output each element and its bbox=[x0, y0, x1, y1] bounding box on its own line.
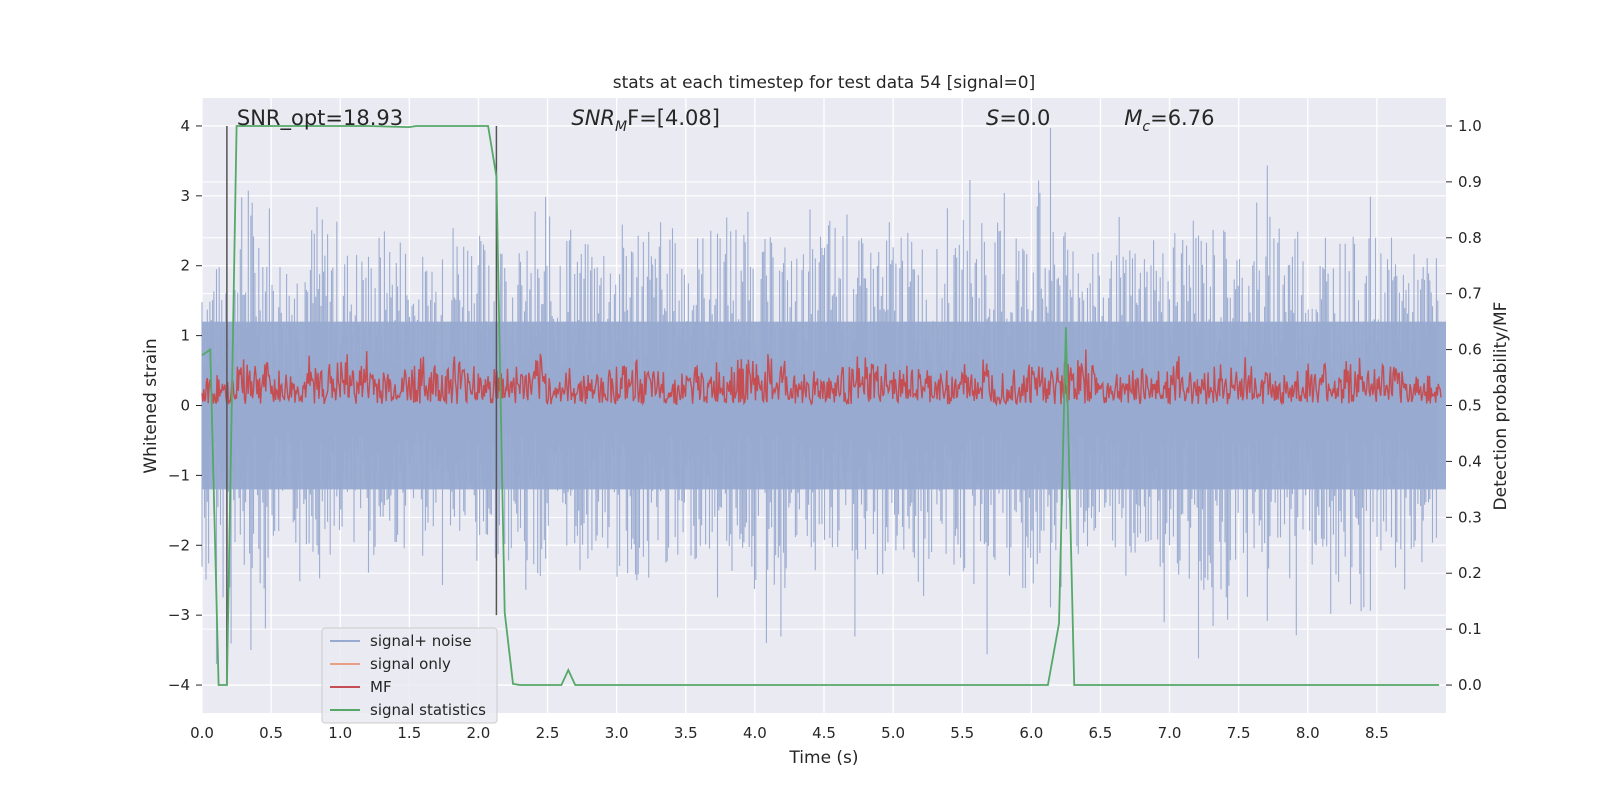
x-tick-label: 1.0 bbox=[328, 724, 352, 742]
legend: signal+ noise signal only MF signal stat… bbox=[321, 627, 498, 724]
y2-tick-label: 0.1 bbox=[1458, 620, 1482, 638]
legend-label-mf: MF bbox=[370, 678, 392, 696]
y-tick-label: 2 bbox=[180, 257, 190, 275]
annotation-text: SNR_opt=18.93 bbox=[237, 106, 403, 131]
y2-tick-label: 0.4 bbox=[1458, 452, 1482, 470]
y-tick-label: −4 bbox=[168, 676, 190, 694]
legend-label-signal-noise: signal+ noise bbox=[370, 632, 472, 650]
x-tick-label: 7.5 bbox=[1227, 724, 1251, 742]
y-tick-label: −3 bbox=[168, 606, 190, 624]
y-tick-label: 1 bbox=[180, 327, 190, 345]
y2-tick-label: 0.8 bbox=[1458, 229, 1482, 247]
chart-title: stats at each timestep for test data 54 … bbox=[613, 73, 1036, 93]
legend-label-signal-statistics: signal statistics bbox=[370, 701, 486, 719]
y2-tick-label: 0.2 bbox=[1458, 564, 1482, 582]
y2-tick-label: 1.0 bbox=[1458, 117, 1482, 135]
y-tick-label: −1 bbox=[168, 466, 190, 484]
signal-statistics-line bbox=[201, 125, 1440, 686]
y2-axis-ticks: 0.0 0.1 0.2 0.3 0.4 0.5 0.6 0.7 0.8 0.9 1.0 bbox=[1446, 117, 1482, 694]
annotations: SNR_opt=18.93 SNRMF=[4.08] S=0.0 Mc=6.76 bbox=[237, 106, 1215, 135]
y2-tick-label: 0.9 bbox=[1458, 173, 1482, 191]
x-tick-label: 0.0 bbox=[190, 724, 214, 742]
x-axis-ticks: 0.0 0.5 1.0 1.5 2.0 2.5 3.0 3.5 4.0 4.5 5.0 5.5 6.0 6… bbox=[190, 724, 1389, 742]
x-tick-label: 5.0 bbox=[881, 724, 905, 742]
legend-label-signal-only: signal only bbox=[370, 655, 451, 673]
annotation-text: Mc=6.76 bbox=[1124, 106, 1214, 135]
x-tick-label: 0.5 bbox=[259, 724, 283, 742]
x-tick-label: 2.5 bbox=[536, 724, 560, 742]
noise-series bbox=[201, 128, 1446, 664]
noise-trace bbox=[201, 128, 1439, 664]
signal-statistics-series bbox=[201, 125, 1440, 686]
y2-tick-label: 0.0 bbox=[1458, 676, 1482, 694]
mf-line bbox=[201, 349, 1442, 407]
x-tick-label: 7.0 bbox=[1158, 724, 1182, 742]
x-tick-label: 1.5 bbox=[397, 724, 421, 742]
y-axis-ticks: −4 −3 −2 −1 0 1 2 3 4 bbox=[168, 117, 202, 694]
legend-box bbox=[321, 627, 498, 724]
y-tick-label: 3 bbox=[180, 187, 190, 205]
x-tick-label: 3.5 bbox=[674, 724, 698, 742]
x-tick-label: 6.0 bbox=[1019, 724, 1043, 742]
annotation-text: S=0.0 bbox=[986, 106, 1050, 130]
x-tick-label: 4.0 bbox=[743, 724, 767, 742]
x-tick-label: 8.5 bbox=[1365, 724, 1389, 742]
x-tick-label: 2.0 bbox=[467, 724, 491, 742]
x-axis-label: Time (s) bbox=[788, 748, 858, 768]
y2-tick-label: 0.5 bbox=[1458, 397, 1482, 415]
y2-tick-label: 0.6 bbox=[1458, 341, 1482, 359]
y2-tick-label: 0.7 bbox=[1458, 285, 1482, 303]
y-tick-label: −2 bbox=[168, 536, 190, 554]
x-tick-label: 8.0 bbox=[1296, 724, 1320, 742]
x-tick-label: 4.5 bbox=[812, 724, 836, 742]
annotation-text: SNRMF=[4.08] bbox=[571, 106, 720, 135]
y-tick-label: 0 bbox=[180, 397, 190, 415]
x-tick-label: 3.0 bbox=[605, 724, 629, 742]
y2-tick-label: 0.3 bbox=[1458, 508, 1482, 526]
y2-axis-label: Detection probability/MF bbox=[1491, 302, 1511, 511]
x-tick-label: 6.5 bbox=[1089, 724, 1113, 742]
y-tick-label: 4 bbox=[180, 117, 190, 135]
mf-series bbox=[201, 349, 1442, 407]
y-axis-label: Whitened strain bbox=[141, 338, 161, 473]
x-tick-label: 5.5 bbox=[950, 724, 974, 742]
